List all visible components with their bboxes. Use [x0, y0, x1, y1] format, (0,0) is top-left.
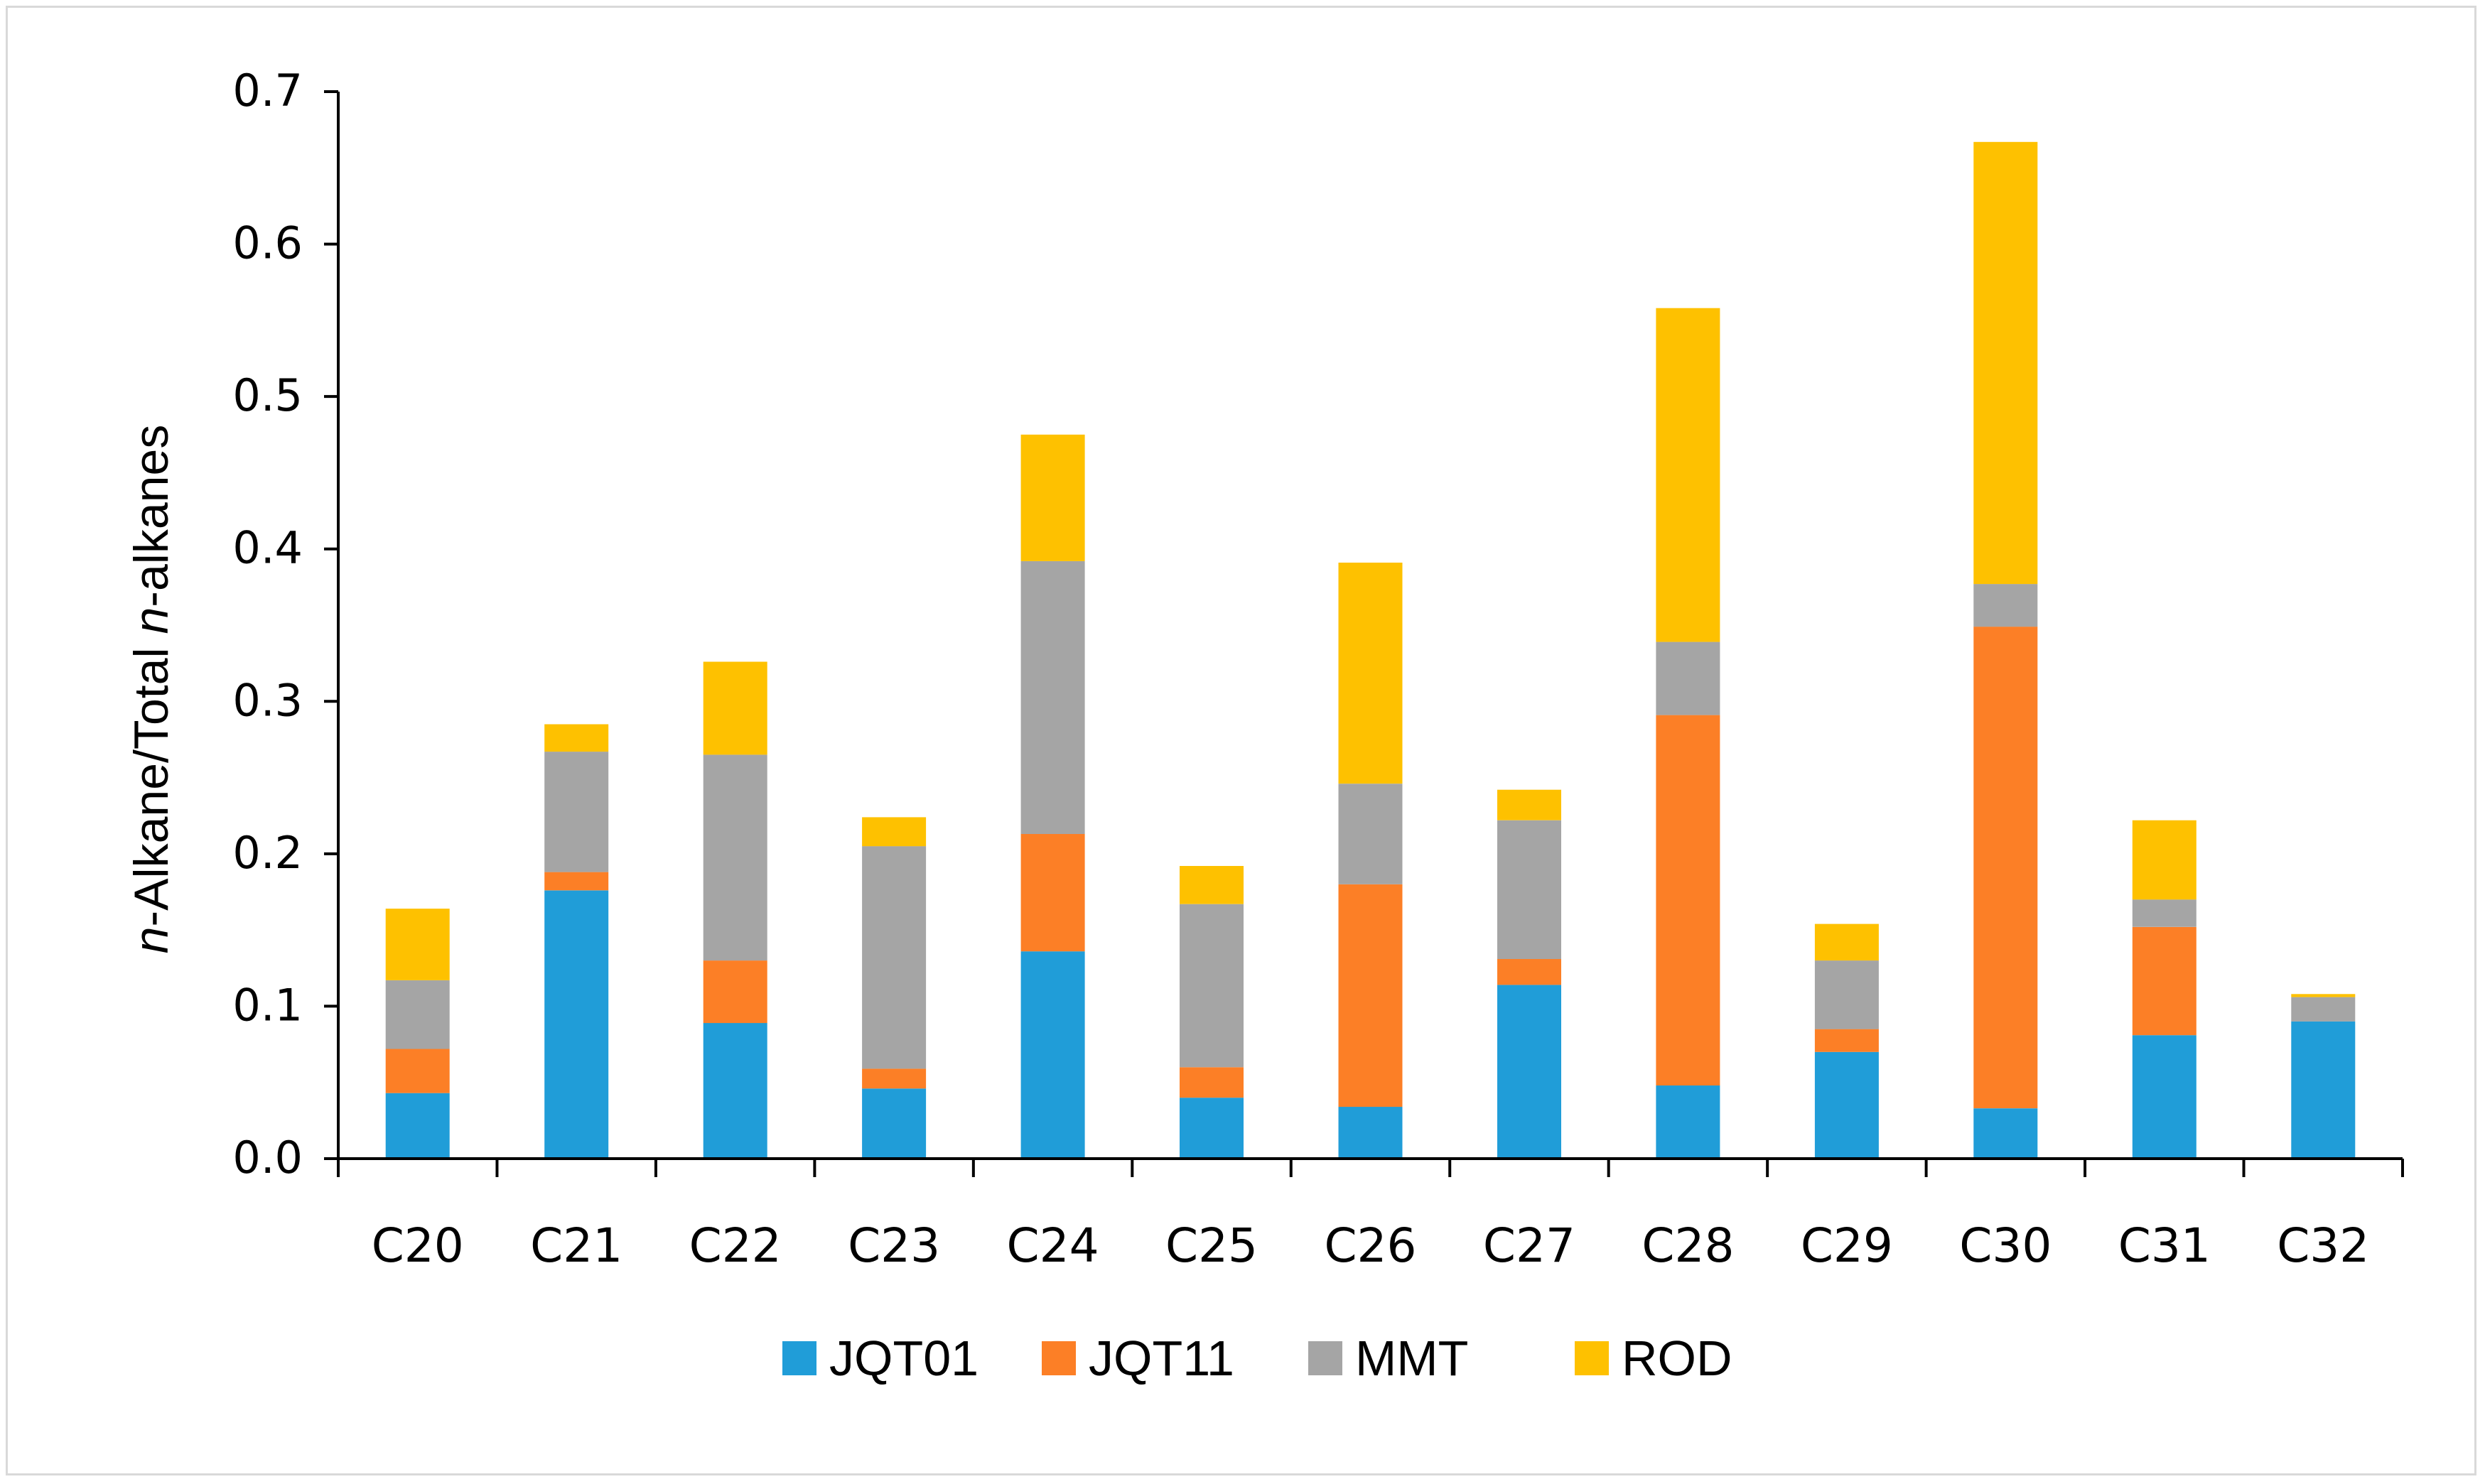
bar-C31-ROD: [2132, 820, 2196, 900]
x-category-label: C25: [1165, 1218, 1258, 1273]
bar-C27-JQT11: [1497, 958, 1561, 985]
bar-C29-JQT11: [1814, 1029, 1879, 1052]
bar-C24-JQT11: [1020, 834, 1085, 952]
chart-frame: 0.0 0.1 0.2 0.3 0.4 0.5 0.6 0.7 C20 C21 C22 C23 C24…: [6, 6, 2476, 1475]
bar-C28-MMT: [1656, 641, 1720, 715]
x-category-label: C21: [530, 1218, 622, 1273]
legend-swatch-JQT01: [782, 1341, 816, 1375]
x-category-label: C27: [1483, 1218, 1575, 1273]
bar-C26-MMT: [1338, 784, 1403, 884]
bar-C24-JQT01: [1020, 951, 1085, 1159]
bar-C30-JQT01: [1973, 1108, 2038, 1159]
stacked-bar-chart: 0.0 0.1 0.2 0.3 0.4 0.5 0.6 0.7 C20 C21 C22 C23 C24…: [124, 65, 2404, 1386]
bar-C32-JQT01: [2291, 1021, 2356, 1159]
bar-C27-JQT01: [1497, 985, 1561, 1159]
bar-C22-JQT01: [703, 1023, 767, 1159]
y-tick-label: 0.7: [232, 65, 303, 117]
legend-label-JQT01: JQT01: [829, 1331, 979, 1386]
bar-C23-MMT: [862, 846, 927, 1069]
y-tick-label: 0.5: [232, 369, 303, 421]
x-category-label: C24: [1007, 1218, 1099, 1273]
bar-C25-MMT: [1180, 904, 1244, 1068]
bar-C26-JQT01: [1338, 1107, 1403, 1159]
bar-C27-ROD: [1497, 789, 1561, 820]
x-category-label: C20: [372, 1218, 464, 1273]
legend-swatch-ROD: [1575, 1341, 1609, 1375]
bar-C23-JQT11: [862, 1068, 927, 1089]
bar-C21-MMT: [544, 752, 609, 872]
legend-label-JQT11: JQT11: [1089, 1331, 1234, 1386]
x-category-label: C22: [689, 1218, 782, 1273]
x-category-label: C30: [1959, 1218, 2052, 1273]
bar-C24-MMT: [1020, 560, 1085, 834]
bar-C32-MMT: [2291, 997, 2356, 1022]
y-axis-title: n-Alkane/Total n-alkanes: [124, 425, 178, 954]
y-tick-label: 0.1: [232, 979, 303, 1031]
axes-layer: [324, 90, 2404, 1177]
bar-C28-JQT11: [1656, 715, 1720, 1085]
bar-C23-ROD: [862, 817, 927, 847]
y-tick-label: 0.4: [232, 522, 303, 574]
legend-swatch-JQT11: [1042, 1341, 1076, 1375]
bar-C24-ROD: [1020, 434, 1085, 561]
bar-C29-JQT01: [1814, 1051, 1879, 1159]
x-category-label: C29: [1801, 1218, 1893, 1273]
bars-layer: [385, 141, 2356, 1159]
bar-C30-JQT11: [1973, 627, 2038, 1109]
bar-C25-JQT11: [1180, 1067, 1244, 1098]
bar-C23-JQT01: [862, 1088, 927, 1159]
y-tick-label: 0.2: [232, 827, 303, 879]
y-tick-labels: 0.0 0.1 0.2 0.3 0.4 0.5 0.6 0.7: [232, 65, 303, 1184]
bar-C20-ROD: [385, 909, 450, 980]
bar-C20-JQT11: [385, 1049, 450, 1093]
bar-C21-ROD: [544, 724, 609, 752]
bar-C20-JQT01: [385, 1093, 450, 1159]
bar-C25-ROD: [1180, 866, 1244, 904]
bar-C22-MMT: [703, 754, 767, 961]
bar-C30-ROD: [1973, 141, 2038, 585]
bar-C26-ROD: [1338, 563, 1403, 784]
bar-C31-MMT: [2132, 899, 2196, 927]
bar-C20-MMT: [385, 980, 450, 1049]
bar-C21-JQT11: [544, 872, 609, 891]
bar-C29-MMT: [1814, 960, 1879, 1029]
legend-label-ROD: ROD: [1622, 1331, 1732, 1386]
bar-C26-JQT11: [1338, 884, 1403, 1107]
bar-C31-JQT11: [2132, 926, 2196, 1036]
bar-C25-JQT01: [1180, 1098, 1244, 1159]
bar-C32-ROD: [2291, 994, 2356, 997]
bar-C30-MMT: [1973, 584, 2038, 627]
x-category-label: C28: [1642, 1218, 1734, 1273]
x-category-label: C32: [2277, 1218, 2369, 1273]
bar-C22-ROD: [703, 661, 767, 755]
bar-C27-MMT: [1497, 820, 1561, 959]
legend-label-MMT: MMT: [1355, 1331, 1468, 1386]
y-tick-label: 0.3: [232, 674, 303, 726]
legend-swatch-MMT: [1308, 1341, 1342, 1375]
x-category-label: C26: [1324, 1218, 1416, 1273]
bar-C29-ROD: [1814, 924, 1879, 961]
x-category-labels: C20 C21 C22 C23 C24 C25 C26 C27 C28 C29 C30 C31 C32: [372, 1218, 2370, 1273]
bar-C31-JQT01: [2132, 1035, 2196, 1159]
bar-C28-JQT01: [1656, 1085, 1720, 1159]
x-category-label: C31: [2118, 1218, 2211, 1273]
bar-C28-ROD: [1656, 308, 1720, 642]
y-tick-label: 0.0: [232, 1132, 303, 1184]
bar-C21-JQT01: [544, 890, 609, 1159]
x-category-label: C23: [848, 1218, 940, 1273]
bar-C22-JQT11: [703, 960, 767, 1024]
legend: JQT01 JQT11 MMT ROD: [782, 1331, 1732, 1386]
y-tick-label: 0.6: [232, 217, 303, 269]
